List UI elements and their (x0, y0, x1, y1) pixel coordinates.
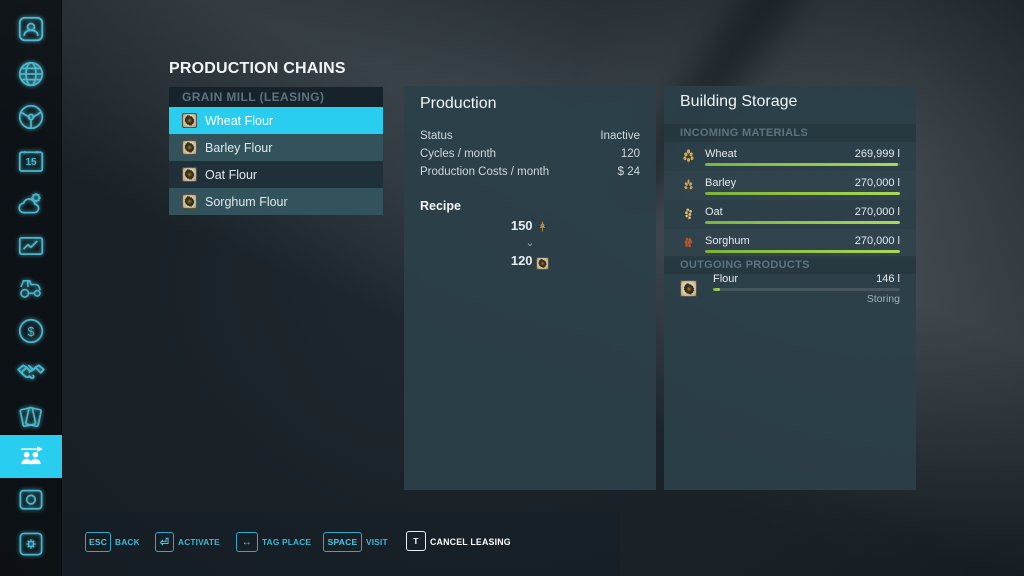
svg-text:$: $ (28, 325, 35, 339)
svg-text:15: 15 (25, 157, 37, 168)
